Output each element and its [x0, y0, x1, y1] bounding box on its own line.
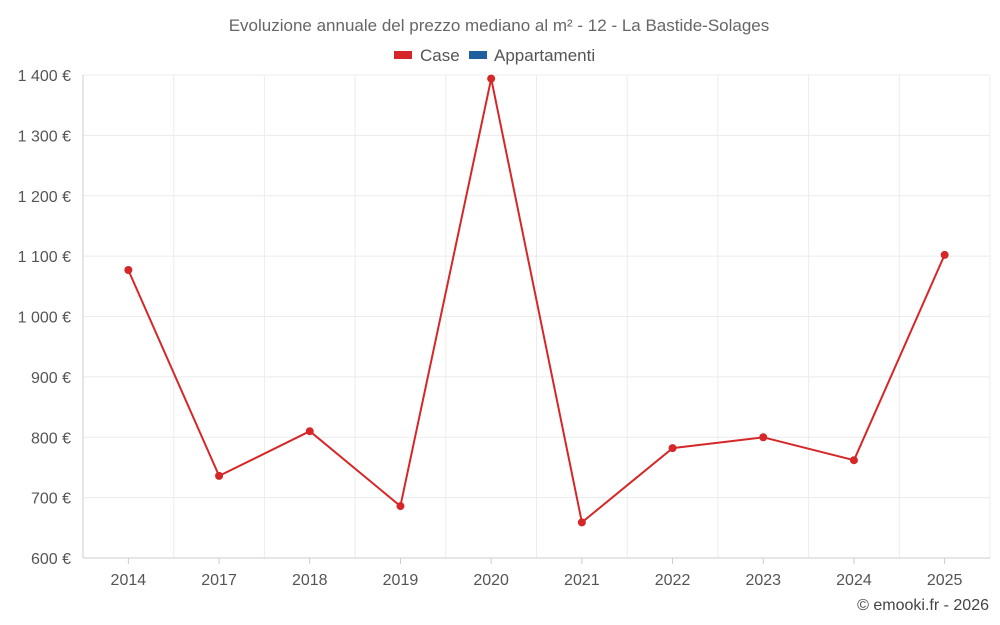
x-tick-label: 2017 [201, 572, 237, 589]
legend-swatch-appartamenti [469, 51, 487, 59]
credit-text: © emooki.fr - 2026 [857, 597, 989, 614]
series-case [124, 74, 949, 527]
y-tick-label: 600 € [31, 551, 71, 568]
data-point-case[interactable] [124, 266, 133, 275]
series-line-case [127, 77, 946, 524]
data-point-case[interactable] [215, 471, 224, 480]
y-tick-label: 1 400 € [18, 68, 71, 85]
x-tick-label: 2022 [655, 572, 691, 589]
data-point-case[interactable] [759, 433, 768, 442]
data-point-case[interactable] [940, 250, 949, 259]
x-tick-label: 2025 [927, 572, 963, 589]
legend: Case Appartamenti [394, 46, 595, 65]
x-tick-label: 2018 [292, 572, 328, 589]
legend-item-case[interactable]: Case [394, 46, 460, 65]
x-tick-label: 2014 [111, 572, 147, 589]
y-tick-label: 1 000 € [18, 310, 71, 327]
data-point-case[interactable] [305, 427, 314, 436]
gridlines [83, 74, 991, 558]
y-tick-label: 900 € [31, 370, 71, 387]
data-point-case[interactable] [577, 518, 586, 527]
data-point-case[interactable] [849, 456, 858, 465]
legend-item-appartamenti[interactable]: Appartamenti [469, 46, 595, 65]
y-tick-label: 1 300 € [18, 128, 71, 145]
axes [82, 75, 990, 559]
legend-swatch-case [394, 51, 412, 59]
y-tick-label: 1 100 € [18, 249, 71, 266]
legend-label-appartamenti: Appartamenti [494, 46, 595, 65]
y-tick-label: 700 € [31, 491, 71, 508]
x-tick-label: 2024 [836, 572, 872, 589]
data-point-case[interactable] [668, 444, 677, 453]
x-tick-label: 2019 [383, 572, 419, 589]
y-tick-labels: 600 € 700 € 800 € 900 € 1 000 € 1 100 € 1 200 … [18, 68, 71, 568]
x-tick-label: 2021 [564, 572, 600, 589]
x-tick-labels: 2014 2017 2018 2019 2020 2021 2022 2023 2024 2025 [111, 558, 963, 589]
chart-title: Evoluzione annuale del prezzo mediano al… [229, 16, 770, 35]
y-tick-label: 1 200 € [18, 189, 71, 206]
data-point-case[interactable] [487, 74, 496, 83]
data-point-case[interactable] [396, 502, 405, 511]
x-tick-label: 2023 [745, 572, 781, 589]
legend-label-case: Case [420, 46, 460, 65]
x-tick-label: 2020 [473, 572, 509, 589]
y-tick-label: 800 € [31, 430, 71, 447]
